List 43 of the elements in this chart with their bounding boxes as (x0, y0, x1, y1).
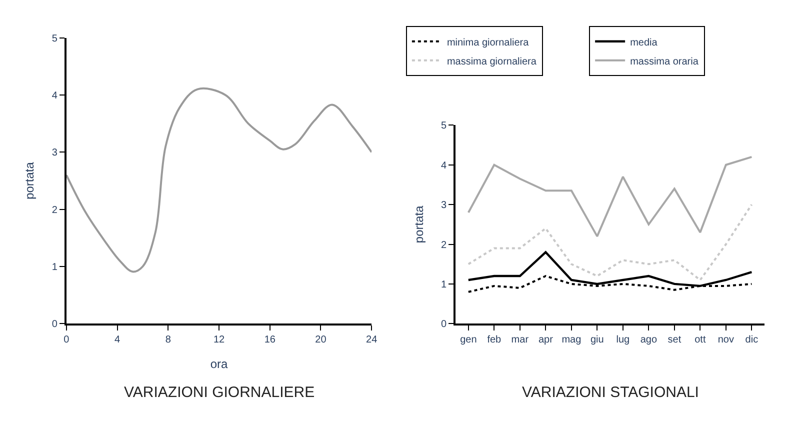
line-series (66, 88, 372, 273)
x-tick-label: ott (694, 334, 706, 346)
y-tick-label: 2 (440, 240, 447, 251)
y-tick-label: 1 (440, 279, 447, 290)
legend-label: massima giornaliera (446, 56, 537, 68)
x-tick-label: nov (718, 334, 734, 346)
y-tick-label: 5 (440, 120, 447, 132)
y-tick-label: 3 (440, 200, 447, 212)
y-tick-label: 1 (52, 262, 58, 273)
y-tick-label: 4 (52, 90, 58, 102)
legend-label: massima oraria (630, 56, 699, 68)
x-tick-label: ago (640, 334, 658, 346)
text: VARIAZIONI STAGIONALI (522, 384, 699, 401)
text: VARIAZIONI GIORNALIERE (124, 384, 315, 401)
legend-label: media (630, 37, 658, 48)
y-tick-label: 0 (52, 319, 58, 330)
y-tick-label: 5 (52, 33, 58, 44)
x-axis-title: ora (210, 357, 228, 372)
x-tick-label: dic (745, 334, 758, 346)
x-tick-label: mar (511, 334, 530, 346)
x-tick-label: 16 (264, 334, 276, 346)
y-tick-label: 4 (440, 160, 447, 172)
y-tick-label: 0 (440, 319, 447, 330)
x-tick-label: 12 (213, 334, 226, 346)
y-axis-title: portata (22, 162, 37, 200)
x-tick-label: gen (460, 334, 477, 346)
y-tick-label: 3 (52, 148, 58, 159)
x-tick-label: set (668, 334, 682, 346)
legend-label: minima giornaliera (446, 37, 530, 48)
x-tick-label: 4 (114, 334, 120, 346)
y-tick-label: 2 (52, 204, 58, 216)
x-tick-label: 0 (64, 334, 70, 346)
x-tick-label: 20 (315, 334, 327, 346)
line-series (467, 156, 753, 238)
x-tick-label: apr (538, 334, 554, 346)
line-series (467, 204, 753, 281)
x-tick-label: 24 (366, 334, 378, 346)
x-tick-label: giu (590, 334, 604, 346)
x-tick-label: 8 (165, 334, 172, 346)
x-tick-label: lug (616, 334, 630, 346)
x-tick-label: feb (487, 334, 502, 346)
y-axis-title: portata (412, 205, 426, 244)
x-tick-label: mag (562, 334, 582, 346)
